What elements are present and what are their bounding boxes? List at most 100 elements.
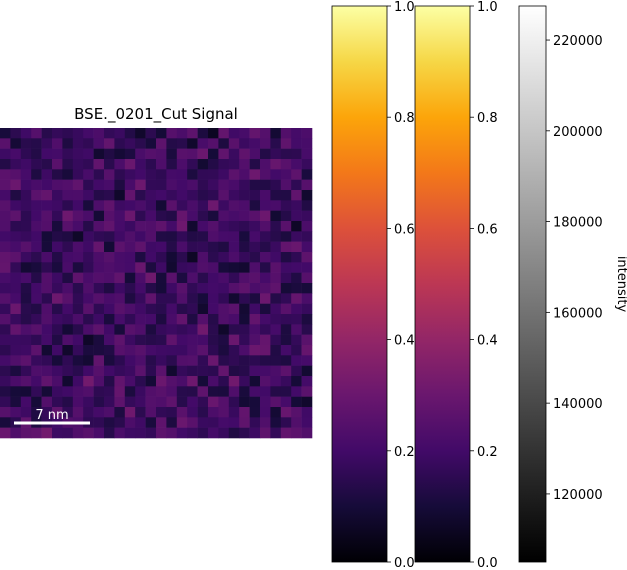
colorbar-2: 0.0 0.2 0.4 0.6 0.8 1.0 <box>414 0 498 570</box>
heatmap-cell <box>0 283 11 294</box>
heatmap-cell <box>270 252 282 263</box>
heatmap-cell <box>62 386 74 397</box>
heatmap-cell <box>114 396 126 408</box>
heatmap-cell <box>83 210 94 222</box>
heatmap-cell <box>62 169 74 180</box>
heatmap-cell <box>114 179 126 191</box>
heatmap-cell <box>114 241 126 253</box>
heatmap-cell <box>62 179 74 191</box>
heatmap-cell <box>10 179 22 191</box>
heatmap-cell <box>228 417 240 428</box>
heatmap-cell <box>20 272 32 284</box>
heatmap-cell <box>114 272 126 284</box>
heatmap-cell <box>41 355 53 366</box>
heatmap-cell <box>197 376 209 387</box>
heatmap-cell <box>0 210 11 222</box>
heatmap-cell <box>104 365 115 377</box>
heatmap-cell <box>52 376 63 387</box>
heatmap-cell <box>93 386 105 397</box>
heatmap-cell <box>228 252 240 263</box>
heatmap-cell <box>52 272 63 284</box>
heatmap-cell <box>197 159 209 170</box>
heatmap-cell <box>291 262 302 273</box>
heatmap-cell <box>104 148 115 160</box>
heatmap-cell <box>31 386 42 397</box>
heatmap-cell <box>228 355 240 366</box>
heatmap-cell <box>176 210 188 222</box>
heatmap-cell <box>52 427 63 439</box>
heatmap-cell <box>301 252 313 263</box>
heatmap-cell <box>239 334 250 346</box>
heatmap-cell <box>104 252 115 263</box>
heatmap-cell <box>270 386 282 397</box>
heatmap-cell <box>145 231 157 242</box>
heatmap-cell <box>0 231 11 242</box>
heatmap-cell <box>291 386 302 397</box>
heatmap-cell <box>31 365 42 377</box>
heatmap-cell <box>156 148 167 160</box>
heatmap-cell <box>176 365 188 377</box>
heatmap-cell <box>156 417 167 428</box>
scalebar-label: 7 nm <box>35 408 68 423</box>
heatmap-cell <box>280 417 292 428</box>
colorbar-tick-label: 0.6 <box>477 222 498 237</box>
heatmap-cell <box>114 334 126 346</box>
heatmap-cell <box>166 252 178 263</box>
heatmap-cell <box>197 324 209 335</box>
heatmap-cell <box>0 200 11 211</box>
heatmap-cell <box>166 345 178 356</box>
heatmap-cell <box>249 386 261 397</box>
colorbar-tick-label: 200000 <box>553 125 603 140</box>
heatmap-cell <box>260 272 271 284</box>
heatmap-cell <box>197 365 209 377</box>
heatmap-cell <box>228 407 240 418</box>
heatmap-cell <box>208 179 219 191</box>
heatmap-cell <box>104 376 115 387</box>
heatmap-cell <box>72 303 84 315</box>
heatmap-cell <box>52 365 63 377</box>
heatmap-cell <box>114 386 126 397</box>
heatmap-cell <box>145 221 157 232</box>
heatmap-cell <box>31 303 42 315</box>
heatmap-cell <box>218 262 230 273</box>
heatmap-cell <box>301 200 313 211</box>
heatmap-cell <box>10 293 22 304</box>
heatmap-cell <box>72 241 84 253</box>
heatmap-cell <box>166 427 178 439</box>
heatmap-cell <box>291 231 302 242</box>
heatmap-cell <box>239 148 250 160</box>
heatmap-cell <box>114 324 126 335</box>
heatmap-cell <box>114 169 126 180</box>
heatmap-cell <box>260 365 271 377</box>
heatmap-cell <box>52 169 63 180</box>
heatmap-cell <box>156 365 167 377</box>
heatmap-cell <box>0 376 11 387</box>
heatmap-cell <box>280 262 292 273</box>
heatmap-cell <box>187 241 198 253</box>
heatmap-cell <box>208 221 219 232</box>
heatmap-cell <box>20 407 32 418</box>
heatmap-cell <box>176 221 188 232</box>
heatmap-cell <box>197 345 209 356</box>
heatmap-cell <box>31 396 42 408</box>
heatmap-cell <box>156 190 167 201</box>
heatmap-cell <box>10 210 22 222</box>
heatmap-cell <box>72 345 84 356</box>
heatmap-cell <box>176 345 188 356</box>
heatmap-cell <box>197 221 209 232</box>
heatmap-cell <box>72 210 84 222</box>
heatmap-cell <box>145 210 157 222</box>
heatmap-cell <box>156 262 167 273</box>
colorbar-tick-label: 0.6 <box>394 222 415 237</box>
heatmap-cell <box>249 179 261 191</box>
heatmap-cell <box>208 241 219 253</box>
heatmap-cell <box>145 345 157 356</box>
heatmap-cell <box>156 314 167 325</box>
heatmap-cell <box>41 376 53 387</box>
heatmap-cell <box>135 241 146 253</box>
heatmap-cell <box>20 128 32 139</box>
heatmap-cell <box>83 190 94 201</box>
heatmap-cell <box>208 190 219 201</box>
heatmap-cell <box>31 210 42 222</box>
